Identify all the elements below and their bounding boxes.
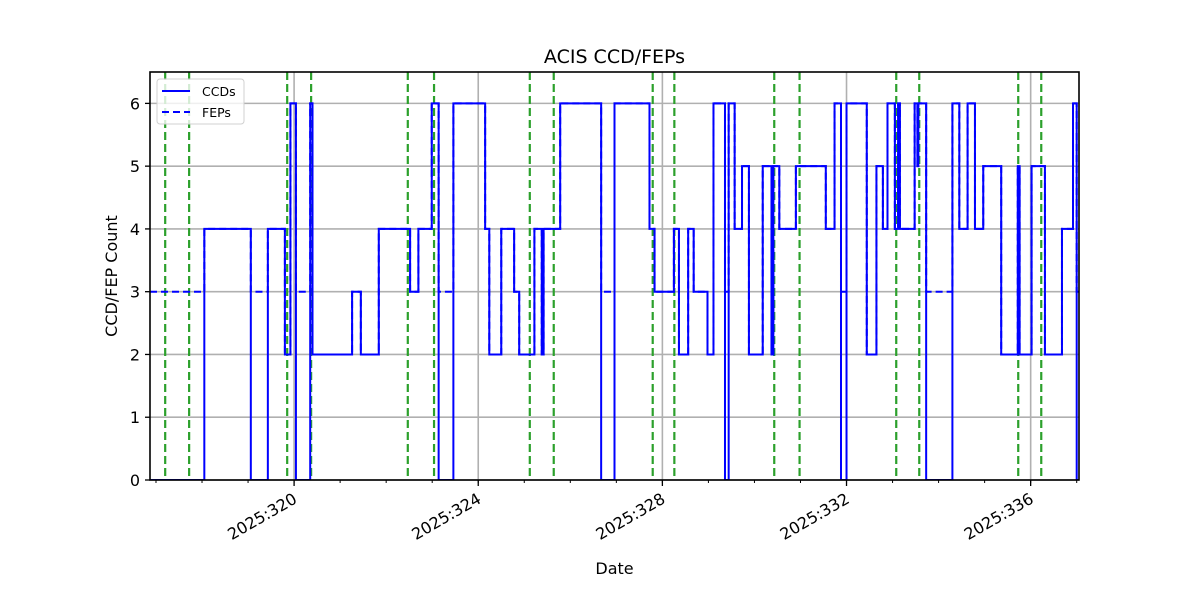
legend-label-feps: FEPs (202, 105, 231, 120)
legend-label-ccds: CCDs (202, 84, 236, 99)
y-axis-label: CCD/FEP Count (102, 215, 121, 337)
event-lines (164, 72, 1043, 480)
y-tick-label: 0 (130, 471, 140, 490)
ccds-line (150, 102, 1079, 480)
x-tick-label: 2025:320 (224, 489, 300, 544)
y-tick-label: 1 (130, 408, 140, 427)
x-tick-label: 2025:336 (961, 489, 1037, 544)
y-tick-label: 5 (130, 157, 140, 176)
x-axis-label: Date (595, 559, 633, 578)
y-tick-label: 2 (130, 345, 140, 364)
x-tick-label: 2025:324 (408, 489, 484, 544)
y-tick-label: 4 (130, 220, 140, 239)
x-tick-label: 2025:328 (592, 489, 668, 544)
x-tick-label: 2025:332 (777, 489, 853, 544)
axes-frame (149, 71, 1080, 481)
legend: CCDs FEPs (156, 78, 245, 125)
chart-title: ACIS CCD/FEPs (544, 46, 685, 68)
y-tick-label: 3 (130, 283, 140, 302)
y-tick-label: 6 (130, 94, 140, 113)
